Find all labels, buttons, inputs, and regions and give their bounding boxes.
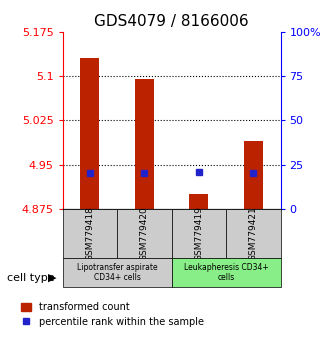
Bar — [135, 79, 154, 209]
Text: Lipotransfer aspirate
CD34+ cells: Lipotransfer aspirate CD34+ cells — [77, 263, 157, 282]
Text: Leukapheresis CD34+
cells: Leukapheresis CD34+ cells — [184, 263, 268, 282]
Text: cell type: cell type — [7, 273, 54, 283]
Bar — [81, 58, 99, 209]
Bar — [172, 209, 226, 258]
Bar — [117, 209, 172, 258]
Bar — [63, 258, 172, 287]
Text: GSM779419: GSM779419 — [194, 206, 203, 261]
Legend: transformed count, percentile rank within the sample: transformed count, percentile rank withi… — [21, 302, 204, 327]
Text: ▶: ▶ — [48, 273, 56, 283]
Bar — [244, 141, 263, 209]
Bar — [63, 209, 117, 258]
Bar — [172, 258, 280, 287]
Text: GSM779421: GSM779421 — [249, 206, 258, 261]
Bar — [189, 194, 208, 209]
Bar — [226, 209, 280, 258]
Title: GDS4079 / 8166006: GDS4079 / 8166006 — [94, 14, 249, 29]
Text: GSM779418: GSM779418 — [85, 206, 94, 261]
Text: GSM779420: GSM779420 — [140, 206, 149, 261]
